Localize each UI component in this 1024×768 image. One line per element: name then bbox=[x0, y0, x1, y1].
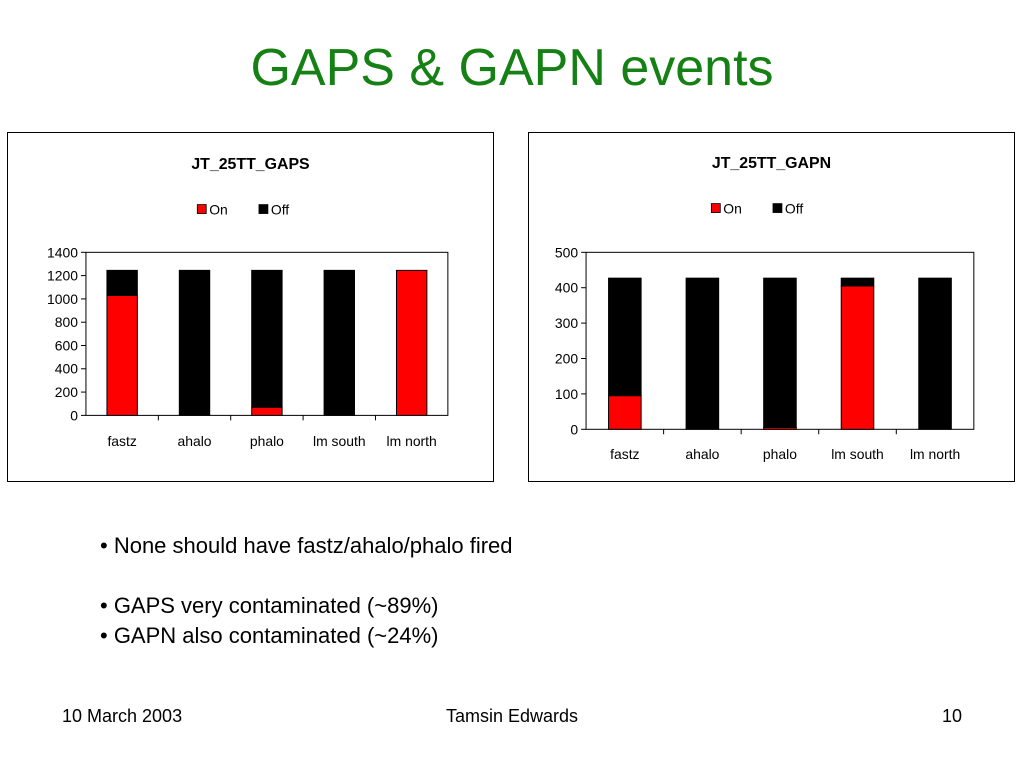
gapn-legend-label-on: On bbox=[723, 201, 742, 217]
gaps-bar-on-lm-north bbox=[395, 269, 428, 416]
gaps-y-tick-label: 200 bbox=[55, 384, 78, 400]
gapn-legend-label-off: Off bbox=[785, 201, 803, 217]
gapn-bar-on-fastz bbox=[608, 395, 642, 430]
gaps-y-tick-label: 600 bbox=[55, 337, 78, 353]
gaps-legend-swatch-off bbox=[258, 204, 269, 214]
gapn-bar-on-lm-south bbox=[840, 285, 875, 430]
bullet-item: • None should have fastz/ahalo/phalo fir… bbox=[100, 533, 513, 558]
gapn-bar-off-lm-south bbox=[840, 277, 875, 287]
gaps-y-tick-label: 800 bbox=[55, 314, 78, 330]
gapn-bar-off-ahalo bbox=[685, 277, 720, 430]
gapn-legend-swatch-on bbox=[710, 203, 721, 213]
chart-gaps-svg: JT_25TT_GAPS On Off 0 200 400 600 800 1000 1200 14… bbox=[47, 156, 449, 449]
gapn-category-label: phalo bbox=[763, 446, 797, 462]
bullet-item: • GAPS very contaminated (~89%) bbox=[100, 593, 439, 618]
gapn-category-label: fastz bbox=[610, 446, 639, 462]
gaps-bar-off-phalo bbox=[251, 269, 283, 408]
gaps-category-label: lm south bbox=[313, 433, 366, 449]
gapn-title: JT_25TT_GAPN bbox=[712, 155, 831, 172]
gaps-bar-on-fastz bbox=[106, 294, 138, 416]
gaps-y-tick-label: 1400 bbox=[47, 244, 78, 260]
bullet-item: • GAPN also contaminated (~24%) bbox=[100, 623, 439, 648]
gapn-y-tick-label: 0 bbox=[570, 421, 578, 437]
gaps-y-tick-label: 0 bbox=[70, 407, 78, 423]
slide-title: GAPS & GAPN events bbox=[250, 39, 774, 97]
gaps-y-tick-label: 1000 bbox=[47, 291, 78, 307]
gapn-legend-swatch-off bbox=[772, 203, 783, 213]
gaps-category-label: lm north bbox=[387, 433, 437, 449]
gapn-bar-off-fastz bbox=[608, 277, 642, 397]
footer-date: 10 March 2003 bbox=[62, 706, 183, 726]
gapn-category-label: lm north bbox=[910, 446, 960, 462]
gapn-y-tick-label: 500 bbox=[555, 244, 578, 260]
gaps-y-tick-label: 1200 bbox=[47, 268, 78, 284]
gaps-legend-label-on: On bbox=[209, 202, 228, 218]
gapn-category-label: ahalo bbox=[685, 446, 719, 462]
gaps-category-label: ahalo bbox=[178, 433, 212, 449]
gapn-y-tick-label: 100 bbox=[555, 386, 578, 402]
gaps-y-tick-label: 400 bbox=[55, 361, 78, 377]
gapn-category-label: lm south bbox=[831, 446, 884, 462]
gapn-y-tick-label: 300 bbox=[555, 315, 578, 331]
gaps-bar-on-phalo bbox=[251, 406, 283, 416]
gaps-bar-off-fastz bbox=[106, 269, 138, 296]
gaps-category-label: fastz bbox=[107, 433, 136, 449]
chart-gapn: JT_25TT_GAPN On Off 0 100 200 300 400 500 fastz ah… bbox=[528, 132, 1015, 482]
gapn-bar-off-lm-north bbox=[918, 277, 952, 430]
chart-gapn-svg: JT_25TT_GAPN On Off 0 100 200 300 400 500 fastz ah… bbox=[555, 155, 975, 462]
gapn-y-tick-label: 400 bbox=[555, 280, 578, 296]
gaps-legend-label-off: Off bbox=[271, 202, 289, 218]
gapn-y-tick-label: 200 bbox=[555, 350, 578, 366]
chart-gaps: JT_25TT_GAPS On Off 0 200 400 600 800 1000 1200 14… bbox=[7, 132, 494, 482]
gaps-bar-off-ahalo bbox=[178, 269, 211, 416]
footer-author: Tamsin Edwards bbox=[445, 706, 579, 726]
bullet-list: • None should have fastz/ahalo/phalo fir… bbox=[100, 531, 513, 651]
gapn-bar-off-phalo bbox=[763, 277, 797, 429]
gaps-bar-off-lm-south bbox=[323, 269, 355, 416]
gaps-title: JT_25TT_GAPS bbox=[191, 156, 309, 173]
gaps-legend-swatch-on bbox=[196, 204, 207, 214]
footer-page-number: 10 bbox=[941, 706, 962, 726]
bullet-spacer bbox=[100, 561, 513, 591]
gaps-category-label: phalo bbox=[250, 433, 284, 449]
